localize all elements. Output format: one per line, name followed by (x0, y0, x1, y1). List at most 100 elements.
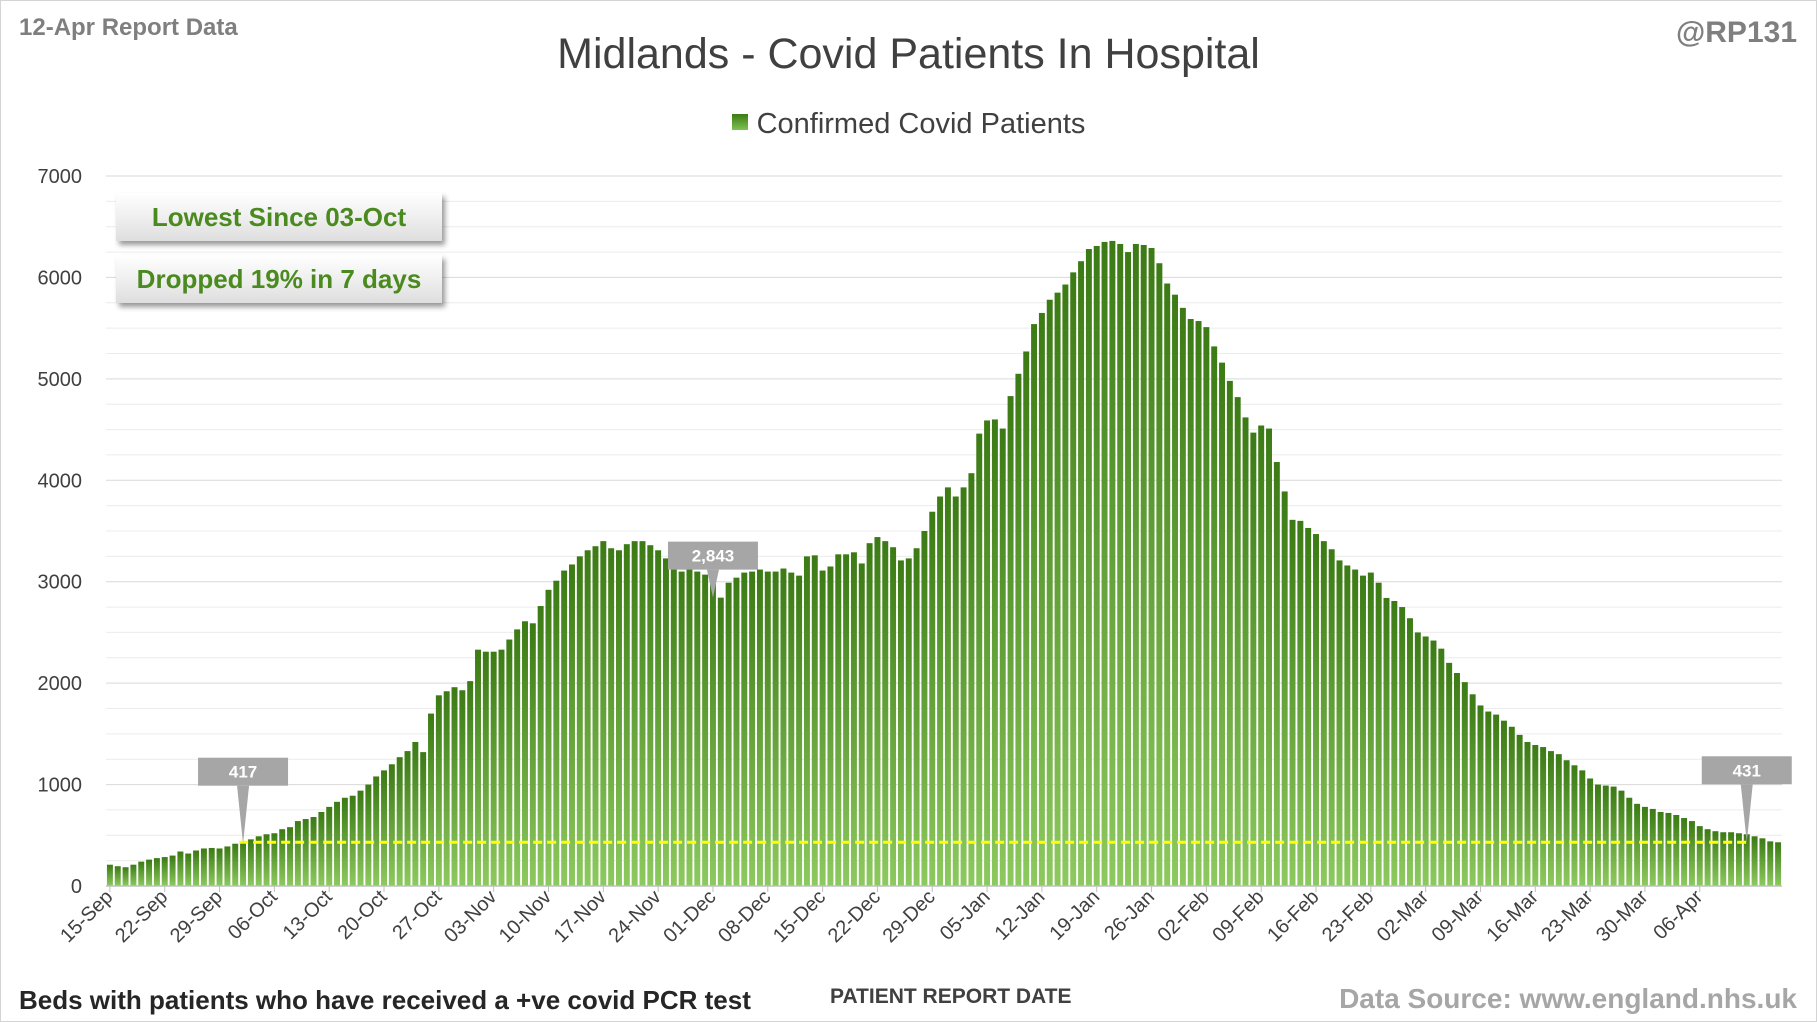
callout: 2,843 (667, 541, 758, 598)
bar (357, 790, 364, 886)
callout-box (198, 757, 289, 786)
bar (334, 801, 341, 886)
bar (193, 850, 200, 886)
x-tick-label: 23-Mar (1537, 886, 1598, 947)
bar (122, 867, 129, 886)
callout-label: 2,843 (692, 547, 735, 566)
bar (1618, 790, 1625, 886)
bar (1179, 307, 1186, 886)
bar (1031, 324, 1038, 887)
bar (1634, 803, 1641, 886)
bar (1117, 243, 1124, 886)
bar (200, 848, 207, 886)
bar (1571, 765, 1578, 886)
bar (302, 819, 309, 886)
bar (310, 817, 317, 886)
bar (749, 571, 756, 886)
bar (1657, 811, 1664, 886)
bar (412, 741, 419, 886)
bar (1140, 244, 1147, 886)
bar (1132, 243, 1139, 886)
x-tick-label: 13-Oct (279, 886, 337, 944)
y-tick-label: 7000 (38, 166, 83, 188)
bar (1649, 808, 1656, 886)
bar (670, 561, 677, 886)
bar (882, 541, 889, 886)
bar (1446, 662, 1453, 886)
bar (1211, 346, 1218, 886)
bar (1234, 397, 1241, 886)
report-date-label: 12-Apr Report Data (19, 14, 238, 41)
bar (1524, 741, 1531, 886)
bar (396, 757, 403, 886)
bar (905, 558, 912, 886)
y-tick-label: 5000 (38, 369, 83, 391)
bar (1728, 832, 1735, 886)
bar (232, 843, 239, 886)
x-tick-label: 19-Jan (1045, 886, 1104, 945)
bar (1477, 705, 1484, 886)
bar (600, 541, 607, 886)
bar (169, 855, 176, 886)
bar (921, 531, 928, 886)
bar (1156, 263, 1163, 886)
callout-box (1701, 756, 1792, 785)
bar (279, 829, 286, 886)
bar (976, 433, 983, 886)
callout-label: 417 (229, 763, 257, 782)
x-axis-title: PATIENT REPORT DATE (830, 985, 1072, 1008)
bar (788, 572, 795, 886)
bar (451, 687, 458, 886)
bar (326, 806, 333, 886)
bar (1407, 618, 1413, 886)
bar (1085, 249, 1092, 886)
bar (843, 554, 850, 886)
bar (388, 764, 395, 886)
bar (1195, 321, 1202, 886)
bar (208, 847, 215, 886)
bar (561, 570, 568, 886)
callout-box (667, 541, 758, 570)
y-tick-label: 6000 (38, 267, 83, 289)
bar (1720, 832, 1727, 886)
bar (263, 834, 270, 886)
bar (1469, 694, 1476, 886)
bar (1579, 770, 1586, 886)
legend-label: Confirmed Covid Patients (756, 108, 1086, 140)
bar (1438, 648, 1445, 886)
bar (482, 651, 489, 886)
y-tick-label: 3000 (38, 572, 83, 594)
bar (294, 821, 301, 886)
bar (1015, 373, 1022, 886)
callout-label: 431 (1733, 761, 1761, 780)
bar (475, 649, 481, 886)
bar (1038, 312, 1045, 886)
bar (741, 572, 748, 886)
bar (498, 649, 505, 886)
bar (318, 811, 325, 886)
bar (1360, 575, 1366, 886)
annotation-lowest-since: Lowest Since 03-Oct (116, 193, 442, 241)
bar (576, 556, 583, 886)
bar (1743, 834, 1750, 886)
bar (662, 558, 669, 886)
bar (216, 848, 223, 886)
x-tick-label: 22-Dec (824, 886, 885, 947)
callout-pointer (237, 785, 250, 844)
bar (1313, 534, 1319, 886)
x-tick-label: 10-Nov (495, 886, 556, 947)
bar (1696, 826, 1703, 886)
bar (1273, 462, 1280, 886)
bar (271, 833, 278, 886)
bar (1367, 572, 1374, 886)
bar (1391, 600, 1398, 886)
bar (796, 575, 803, 886)
bar (1226, 380, 1233, 886)
bar (1093, 245, 1100, 886)
bar (1767, 841, 1774, 886)
bar (240, 841, 247, 886)
bar (1281, 491, 1288, 886)
bar-series (106, 240, 1782, 887)
bar (1540, 747, 1547, 886)
bar (130, 864, 137, 886)
